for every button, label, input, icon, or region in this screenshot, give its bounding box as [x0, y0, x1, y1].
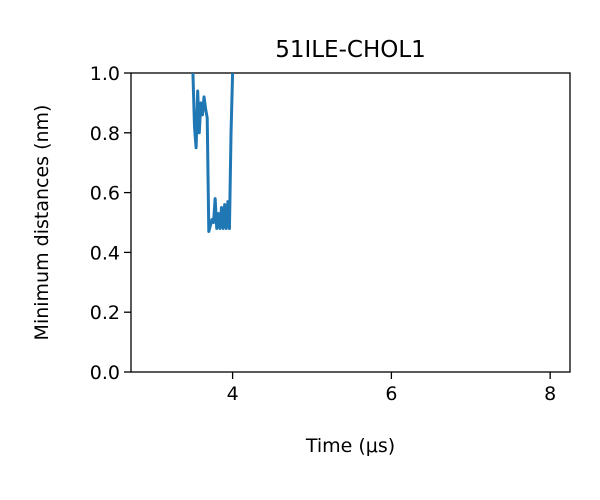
x-tick-label: 6 — [385, 383, 397, 405]
x-axis: 4 6 8 — [227, 372, 556, 405]
y-tick-label: 0.6 — [90, 183, 120, 205]
series-line-0 — [191, 73, 235, 233]
x-tick-label: 4 — [227, 383, 239, 405]
x-tick-label: 8 — [544, 383, 556, 405]
plot-area — [130, 72, 571, 373]
y-axis-title: Minimum distances (nm) — [31, 105, 53, 341]
y-tick-label: 0.0 — [90, 362, 120, 384]
y-tick-label: 0.4 — [90, 242, 120, 264]
x-axis-title: Time (μs) — [305, 435, 395, 457]
y-axis: 0.0 0.2 0.4 0.6 0.8 1.0 — [90, 63, 131, 384]
y-tick-label: 0.8 — [90, 123, 120, 145]
series-layer — [191, 73, 235, 233]
chart-title: 51ILE-CHOL1 — [275, 37, 426, 63]
plot-frame — [130, 72, 571, 373]
y-tick-label: 0.2 — [90, 302, 120, 324]
y-tick-label: 1.0 — [90, 63, 120, 85]
